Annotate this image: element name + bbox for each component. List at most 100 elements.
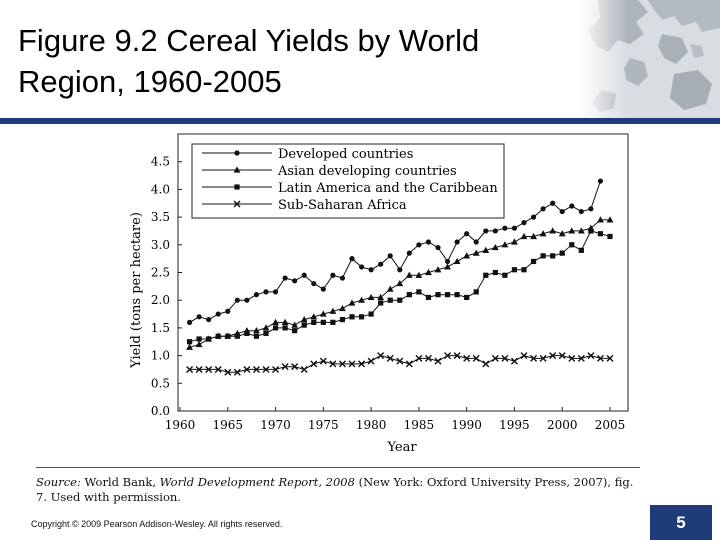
legend-label: Sub-Saharan Africa [278, 198, 407, 213]
map-graphic [578, 0, 720, 118]
data-point [425, 239, 432, 245]
x-tick-label: 1980 [356, 418, 387, 432]
x-tick-label: 1960 [165, 418, 196, 432]
source-label: Source: [36, 475, 81, 489]
data-point [196, 314, 202, 320]
data-point [301, 322, 307, 328]
data-point [377, 293, 385, 301]
series-line-latin-america-caribbean [189, 230, 611, 343]
source-text-2: (New York: Oxford University Press, 2007… [36, 475, 634, 504]
data-point [300, 365, 308, 373]
data-point [358, 314, 365, 320]
data-point [377, 352, 385, 360]
data-point [310, 360, 318, 368]
data-point [253, 292, 260, 298]
data-point [339, 316, 346, 323]
data-point [597, 178, 604, 184]
data-point [434, 266, 442, 273]
data-point [424, 354, 432, 362]
data-point [425, 268, 432, 276]
data-point [378, 300, 384, 306]
data-point [415, 271, 423, 278]
data-point [272, 289, 279, 295]
data-point [577, 354, 585, 362]
header-accent-bar [0, 118, 720, 124]
data-point [396, 279, 404, 287]
data-point [320, 286, 326, 292]
data-point [520, 352, 528, 360]
data-point [263, 330, 269, 337]
y-tick-label: 2.5 [151, 266, 170, 280]
data-point [530, 232, 537, 240]
data-point [262, 365, 270, 373]
data-point [397, 267, 403, 273]
chart-container: 0.0 0.5 1.0 1.5 2.0 2.5 3.0 3.5 4.0 4.5 1960 1965 19… [0, 124, 720, 464]
series-developed-countries [186, 178, 604, 325]
data-point [300, 315, 308, 323]
data-point [539, 354, 547, 362]
data-point [482, 246, 490, 253]
data-point [473, 239, 479, 245]
source-text-1: World Bank, [80, 475, 160, 489]
y-tick-label: 0.5 [151, 376, 170, 390]
data-point [435, 292, 441, 298]
data-point [206, 336, 212, 342]
data-point [530, 354, 538, 362]
data-point [482, 360, 490, 368]
data-point [253, 333, 260, 339]
data-point [368, 311, 374, 317]
data-point [453, 352, 461, 360]
slide-title: Figure 9.2 Cereal Yields by World Region… [18, 23, 480, 99]
data-point [387, 253, 393, 259]
data-point [540, 253, 546, 259]
data-point [319, 357, 327, 365]
legend-marker [233, 200, 241, 208]
data-point [397, 297, 403, 303]
data-point [281, 318, 289, 325]
data-point [568, 227, 576, 234]
source-note: Source: World Bank, World Development Re… [36, 475, 636, 505]
data-point [587, 352, 595, 360]
data-point [282, 325, 288, 331]
data-point [558, 230, 566, 237]
data-point [367, 357, 375, 365]
data-point [348, 299, 356, 306]
data-point [521, 220, 527, 226]
data-point [416, 289, 422, 295]
y-tick-label: 0.0 [151, 404, 170, 418]
data-point [444, 352, 452, 360]
data-point [463, 354, 471, 362]
data-point [578, 208, 584, 215]
data-point [492, 228, 498, 234]
data-point [319, 310, 327, 317]
data-point [444, 263, 451, 270]
data-point [511, 267, 518, 273]
data-point [263, 289, 269, 295]
data-point [282, 275, 288, 281]
x-axis-label: Year [386, 440, 417, 455]
data-point [215, 333, 221, 339]
data-point [368, 267, 374, 273]
data-point [281, 363, 289, 371]
data-point [569, 242, 575, 248]
data-point [501, 241, 509, 248]
data-point [291, 363, 299, 371]
data-point [386, 354, 394, 362]
data-point [195, 365, 203, 373]
x-tick-label: 2000 [547, 418, 578, 432]
data-point [540, 206, 546, 212]
data-point [520, 232, 528, 240]
data-point [491, 354, 499, 362]
data-point [550, 253, 556, 259]
data-point [597, 216, 604, 223]
data-point [406, 250, 412, 256]
data-point [234, 333, 240, 339]
data-point [386, 285, 394, 292]
y-tick-label: 1.0 [151, 349, 170, 363]
data-point [588, 228, 594, 234]
data-point [214, 365, 222, 373]
y-tick-label: 4.0 [151, 182, 170, 196]
data-point [196, 336, 202, 342]
series-line-sub-saharan-africa [189, 355, 610, 373]
data-point [311, 280, 317, 287]
